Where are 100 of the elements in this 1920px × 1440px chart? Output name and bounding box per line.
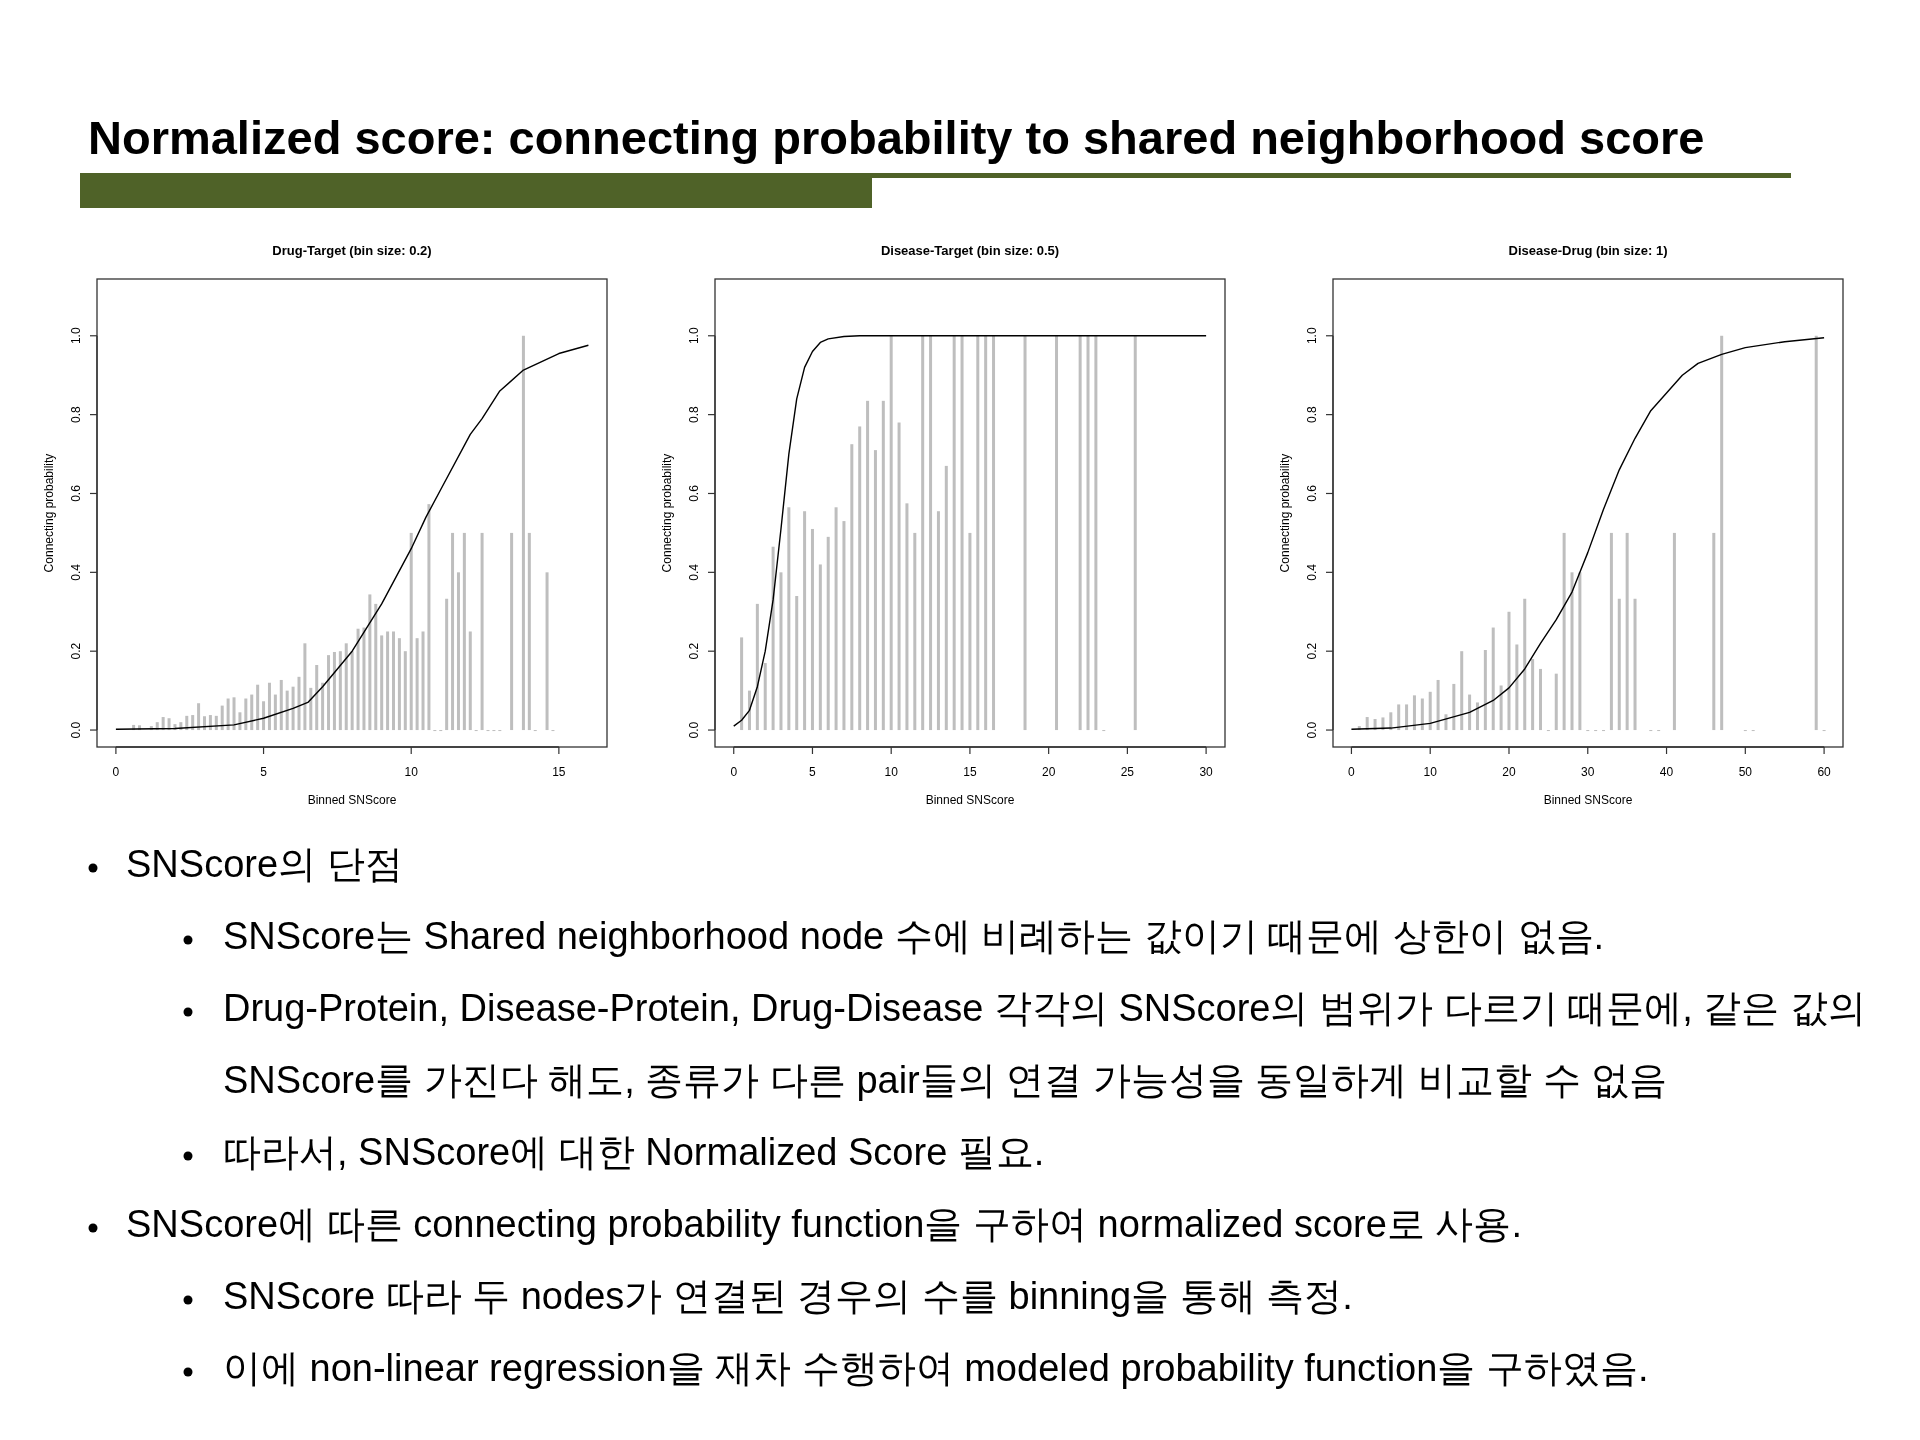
- x-tick-label: 0: [1348, 765, 1356, 779]
- bar: [391, 631, 395, 731]
- text: SNScore 따라 두 nodes가 연결된 경우의 수를 binning을 통해 측정.: [223, 1274, 1354, 1319]
- y-tick-label: 0.8: [1305, 405, 1319, 423]
- bar: [889, 335, 893, 731]
- bar: [445, 598, 449, 731]
- bar: [427, 504, 431, 731]
- y-tick-label: 1.0: [69, 327, 83, 345]
- bar: [161, 717, 165, 731]
- x-tick-label: 10: [1423, 765, 1438, 779]
- bar: [755, 603, 759, 731]
- bar: [226, 698, 230, 731]
- bar: [545, 572, 549, 731]
- bar: [944, 465, 948, 731]
- bar: [456, 572, 460, 731]
- bar: [527, 532, 531, 731]
- bar: [462, 532, 466, 731]
- chart-title: Disease-Drug (bin size: 1): [1508, 243, 1668, 258]
- x-tick-label: 5: [809, 765, 817, 779]
- bar: [279, 679, 283, 731]
- bar: [374, 603, 378, 731]
- y-axis-title: Connecting probability: [42, 453, 56, 573]
- bar: [1617, 598, 1621, 731]
- bar: [409, 532, 413, 731]
- x-tick-label: 15: [963, 765, 977, 779]
- bar: [197, 703, 201, 731]
- bar: [771, 546, 775, 731]
- bar: [1531, 659, 1535, 731]
- text: SNScore에 따른 connecting probability function을 구하여 normalized score로 사용.: [126, 1202, 1523, 1247]
- y-axis-title: Connecting probability: [660, 453, 674, 573]
- bar: [929, 335, 933, 731]
- bar: [309, 687, 313, 731]
- bar: [338, 651, 342, 731]
- bar: [368, 594, 372, 731]
- y-tick-label: 0.4: [69, 563, 83, 581]
- bar: [866, 400, 870, 731]
- y-axis-title: Connecting probability: [1278, 453, 1292, 573]
- bar: [480, 532, 484, 731]
- bar: [510, 532, 514, 731]
- bar: [1720, 335, 1724, 731]
- bar: [1562, 532, 1566, 731]
- y-tick-label: 0.4: [1305, 563, 1319, 581]
- bar: [992, 335, 996, 731]
- x-tick-label: 0: [112, 765, 120, 779]
- x-tick-label: 25: [1120, 765, 1135, 779]
- x-tick-label: 20: [1041, 765, 1056, 779]
- bar: [1499, 685, 1503, 731]
- chart-title: Drug-Target (bin size: 0.2): [272, 243, 432, 258]
- bar: [362, 627, 366, 731]
- bar: [1554, 673, 1558, 731]
- bar: [291, 686, 295, 731]
- y-tick-label: 0.0: [687, 721, 701, 739]
- bar: [1523, 598, 1527, 731]
- bar: [1672, 532, 1676, 731]
- bar: [913, 532, 917, 731]
- text: Drug-Protein, Disease-Protein, Drug-Disease 각각의 SNScore의 범위가 다르기 때문에, 같은 값의 SNScore를 가진다 해도, 종류가 다른 pair들의 연결 가능성을 동일하게 비교할 수 없음: [223, 986, 1867, 1103]
- bar: [873, 450, 877, 731]
- bar: [1381, 717, 1385, 731]
- bar: [1094, 335, 1098, 731]
- bar: [220, 705, 224, 731]
- bar: [415, 638, 419, 731]
- bar: [321, 682, 325, 731]
- bar: [250, 694, 254, 731]
- bar: [952, 335, 956, 731]
- bar: [842, 521, 846, 731]
- text: 따라서, SNScore에 대한 Normalized Score 필요.: [223, 1130, 1046, 1175]
- bar: [256, 684, 260, 731]
- x-tick-label: 0: [730, 765, 738, 779]
- bar: [451, 532, 455, 731]
- bar: [810, 528, 814, 731]
- text: Normalized score: connecting probability to shared neighborhood score: [88, 110, 1705, 166]
- x-tick-label: 20: [1502, 765, 1516, 779]
- bar: [905, 503, 909, 731]
- text: SNScore의 단점: [126, 842, 404, 887]
- y-tick-label: 1.0: [687, 327, 701, 345]
- bar: [1023, 335, 1027, 731]
- x-axis-title: Binned SNScore: [925, 793, 1015, 807]
- bar: [262, 701, 266, 731]
- bar: [1633, 598, 1637, 731]
- y-tick-label: 0.6: [687, 484, 701, 502]
- bar: [303, 643, 307, 731]
- bar: [1452, 683, 1456, 731]
- bar: [1625, 532, 1629, 731]
- bar: [818, 564, 822, 731]
- y-tick-label: 0.0: [69, 721, 83, 739]
- y-tick-label: 0.0: [1305, 721, 1319, 739]
- bar: [285, 690, 289, 731]
- x-tick-label: 50: [1738, 765, 1753, 779]
- bar: [1365, 717, 1369, 731]
- bar: [167, 718, 171, 731]
- bar: [1609, 532, 1613, 731]
- bar: [881, 400, 885, 731]
- bar: [1412, 695, 1416, 731]
- bar: [936, 511, 940, 731]
- bar: [787, 507, 791, 731]
- line-series: [1350, 337, 1825, 730]
- bar: [356, 628, 360, 731]
- bar: [1507, 611, 1511, 731]
- bar: [273, 694, 277, 731]
- bar: [397, 638, 401, 731]
